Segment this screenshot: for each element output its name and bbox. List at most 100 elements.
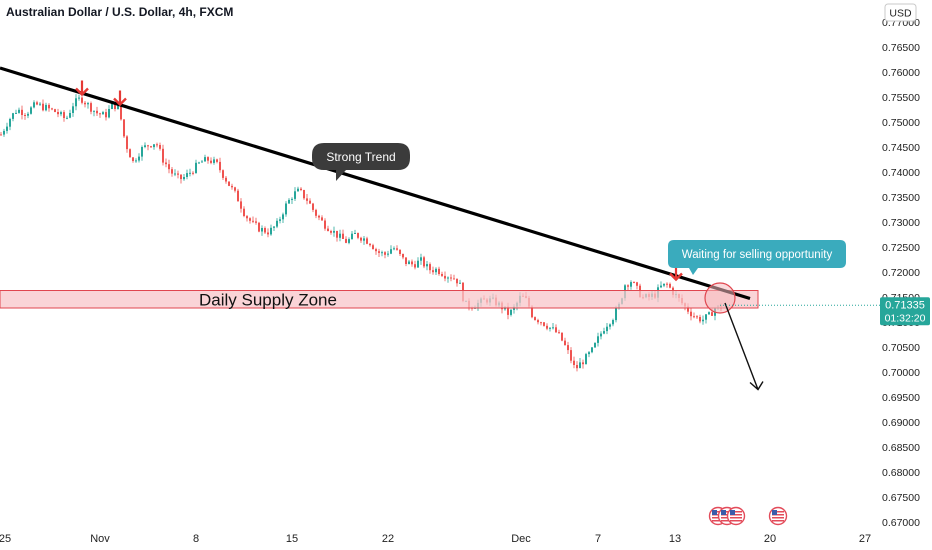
candle-body — [387, 253, 389, 255]
candle-body — [255, 221, 257, 223]
y-tick-label: 0.70500 — [882, 342, 920, 354]
candle-body — [60, 112, 62, 115]
y-tick-label: 0.70000 — [882, 367, 920, 379]
candle-body — [234, 187, 236, 191]
projection-down-arrow — [724, 302, 764, 391]
candle-body — [405, 257, 407, 264]
currency-badge: USD — [884, 3, 917, 22]
candle-body — [426, 264, 428, 267]
downtrend-line[interactable] — [0, 66, 751, 301]
y-tick-label: 0.68500 — [882, 442, 920, 454]
reversal-arrow-head — [113, 97, 127, 107]
candle-body — [183, 177, 185, 180]
candle-body — [438, 268, 440, 274]
candle-body — [558, 332, 560, 334]
candle-body — [162, 148, 164, 163]
candle-body — [21, 109, 23, 115]
candle-body — [357, 233, 359, 238]
candle-body — [288, 199, 290, 204]
us-flag-icon[interactable] — [726, 506, 746, 526]
time-axis[interactable]: 25 Nov 8 15 22 Dec 7 13 20 27 — [0, 533, 871, 545]
candle-body — [348, 239, 350, 243]
candle-body — [396, 248, 398, 250]
candle-body — [294, 191, 296, 199]
candle-body — [336, 230, 338, 238]
candle-body — [174, 173, 176, 175]
last-price-tag: 0.71335 01:32:20 — [880, 297, 930, 326]
chart-title: Australian Dollar / U.S. Dollar, 4h, FXC… — [6, 5, 233, 19]
candle-body — [144, 145, 146, 147]
candle-body — [561, 332, 563, 341]
candle-body — [306, 198, 308, 201]
candle-body — [3, 130, 5, 135]
price-axis[interactable]: 0.770000.765000.760000.755000.750000.745… — [882, 17, 920, 529]
y-tick-label: 0.72500 — [882, 242, 920, 254]
candle-body — [261, 228, 263, 232]
candle-body — [384, 252, 386, 255]
candle-body — [156, 144, 158, 146]
waiting-callout: Waiting for selling opportunity — [668, 240, 846, 275]
candle-body — [696, 316, 698, 318]
candle-body — [165, 162, 167, 165]
candle-body — [9, 119, 11, 127]
candle-body — [555, 327, 557, 333]
candle-body — [153, 144, 155, 148]
candle-body — [585, 354, 587, 365]
candle-body — [402, 253, 404, 258]
candlestick-series — [0, 94, 722, 372]
candle-body — [51, 108, 53, 110]
candle-body — [69, 113, 71, 118]
economic-event-icons[interactable] — [708, 506, 788, 526]
candle-body — [12, 113, 14, 119]
candle-body — [87, 103, 89, 105]
candle-body — [411, 261, 413, 265]
candle-body — [171, 169, 173, 174]
candle-body — [636, 282, 638, 286]
candle-body — [507, 306, 509, 315]
candle-body — [546, 325, 548, 329]
entry-highlight-circle — [704, 282, 736, 314]
candle-body — [222, 170, 224, 178]
reversal-arrow-head — [669, 272, 683, 282]
x-tick-label: 22 — [382, 533, 394, 545]
candle-body — [510, 309, 512, 315]
waiting-text: Waiting for selling opportunity — [682, 249, 833, 261]
candle-body — [420, 257, 422, 261]
us-flag-icon[interactable] — [768, 506, 788, 526]
y-tick-label: 0.76500 — [882, 42, 920, 54]
candle-body — [276, 220, 278, 227]
candle-body — [102, 112, 104, 115]
candle-body — [117, 104, 119, 109]
candle-body — [429, 264, 431, 271]
y-tick-label: 0.68000 — [882, 467, 920, 479]
candle-body — [168, 164, 170, 170]
candle-body — [204, 157, 206, 162]
candle-body — [615, 308, 617, 321]
y-tick-label: 0.73500 — [882, 192, 920, 204]
x-tick-label: 20 — [764, 533, 776, 545]
candle-body — [537, 320, 539, 323]
candle-body — [279, 219, 281, 221]
candle-body — [324, 220, 326, 229]
candle-body — [579, 362, 581, 369]
candle-body — [345, 238, 347, 243]
candle-body — [594, 342, 596, 348]
candle-body — [690, 311, 692, 317]
candle-body — [591, 347, 593, 353]
x-tick-label: 13 — [669, 533, 681, 545]
candle-body — [219, 161, 221, 171]
candle-body — [399, 249, 401, 254]
candle-body — [285, 203, 287, 215]
y-tick-label: 0.75500 — [882, 92, 920, 104]
candle-body — [342, 233, 344, 239]
candle-body — [198, 162, 200, 164]
candle-body — [99, 113, 101, 115]
candle-body — [228, 181, 230, 186]
candle-body — [189, 172, 191, 174]
candle-body — [30, 107, 32, 114]
x-tick-label: 15 — [286, 533, 298, 545]
candle-body — [66, 117, 68, 119]
candle-body — [435, 268, 437, 273]
candle-body — [90, 103, 92, 112]
